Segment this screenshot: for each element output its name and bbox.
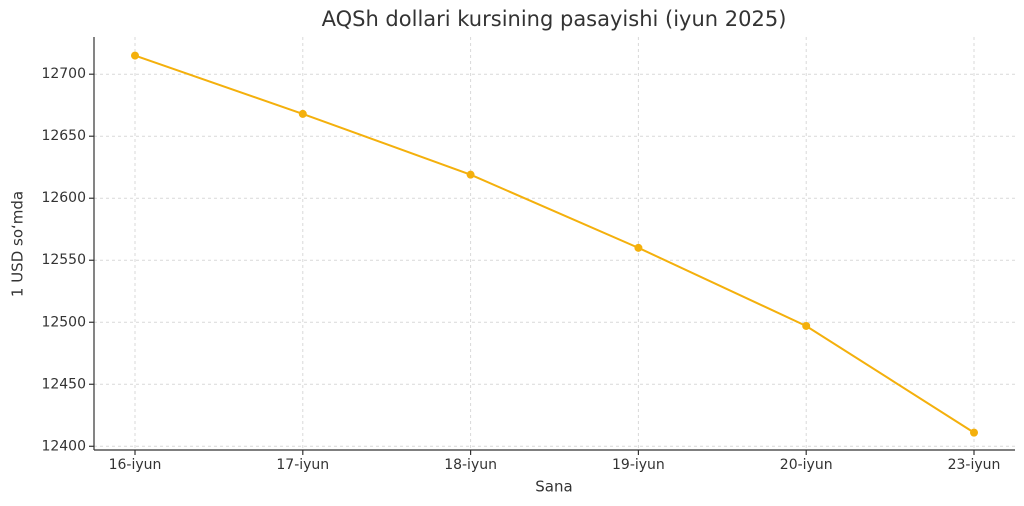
x-tick-label: 19-iyun (612, 457, 665, 473)
data-point (970, 428, 978, 437)
y-tick-label: 12700 (41, 66, 86, 82)
y-tick-label: 12450 (41, 376, 86, 392)
x-tick-label: 20-iyun (780, 457, 833, 473)
y-tick-label: 12600 (41, 190, 86, 206)
x-tick-label: 16-iyun (109, 457, 162, 473)
y-tick-label: 12400 (41, 438, 86, 454)
y-axis-label: 1 USD so‘mda (9, 191, 27, 297)
y-tick-label: 12550 (41, 252, 86, 268)
x-tick-label: 18-iyun (444, 457, 497, 473)
data-point (634, 243, 643, 252)
y-tick-label: 12650 (41, 128, 86, 144)
x-tick-label: 17-iyun (276, 457, 329, 473)
data-point (802, 321, 811, 330)
y-tick-label: 12500 (41, 314, 86, 330)
x-tick-label: 23-iyun (948, 457, 1001, 473)
data-point (131, 51, 139, 60)
data-line (134, 54, 975, 434)
data-point (466, 170, 475, 179)
chart-title: AQSh dollari kursining pasayishi (iyun 2… (322, 7, 787, 31)
x-axis-label: Sana (535, 478, 572, 496)
data-point (298, 109, 307, 118)
